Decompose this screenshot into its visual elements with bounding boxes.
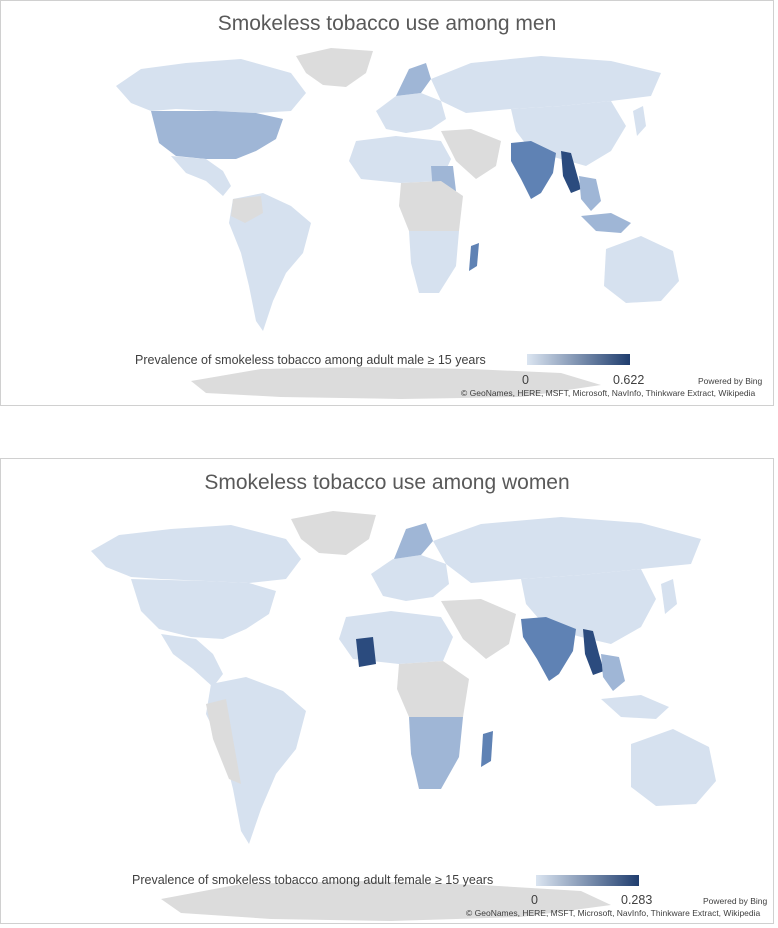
legend-label: Prevalence of smokeless tobacco among ad…	[132, 873, 494, 887]
powered-by-bing: Powered by Bing	[703, 896, 768, 906]
region-japan[interactable]	[633, 106, 646, 136]
world-map-women[interactable]	[1, 459, 774, 924]
region-middle-east[interactable]	[441, 129, 501, 179]
map-credits: © GeoNames, HERE, MSFT, Microsoft, NavIn…	[461, 388, 756, 398]
region-russia[interactable]	[431, 56, 661, 113]
region-canada[interactable]	[91, 525, 301, 583]
legend-min-value: 0	[531, 893, 538, 907]
region-russia[interactable]	[433, 517, 701, 583]
legend-max-value: 0.622	[613, 373, 645, 387]
region-south-america[interactable]	[206, 677, 306, 844]
region-antarctica[interactable]	[191, 367, 601, 399]
region-europe[interactable]	[376, 93, 446, 133]
region-middle-east[interactable]	[441, 599, 516, 659]
region-canada[interactable]	[116, 59, 306, 113]
region-europe[interactable]	[371, 555, 449, 601]
region-mexico[interactable]	[161, 634, 223, 687]
map-title: Smokeless tobacco use among men	[217, 12, 557, 35]
region-australia[interactable]	[604, 236, 679, 303]
map-panel-men: Smokeless tobacco use among men Prevalen…	[0, 0, 774, 406]
region-india[interactable]	[521, 617, 576, 681]
region-myanmar[interactable]	[583, 629, 604, 675]
map-credits: © GeoNames, HERE, MSFT, Microsoft, NavIn…	[466, 908, 761, 918]
region-greenland[interactable]	[296, 48, 373, 87]
legend-max-value: 0.283	[621, 893, 653, 907]
legend-gradient	[527, 354, 630, 365]
region-scandinavia[interactable]	[394, 523, 433, 559]
map-panel-women: Smokeless tobacco use among women Preval…	[0, 458, 774, 924]
region-madagascar[interactable]	[481, 731, 493, 767]
powered-by-bing: Powered by Bing	[698, 376, 763, 386]
region-africa-south[interactable]	[409, 717, 463, 789]
region-japan[interactable]	[661, 579, 677, 614]
map-title: Smokeless tobacco use among women	[204, 471, 570, 494]
region-myanmar[interactable]	[561, 151, 581, 193]
region-scandinavia[interactable]	[396, 63, 431, 96]
legend-label: Prevalence of smokeless tobacco among ad…	[135, 353, 486, 367]
region-africa-central[interactable]	[399, 181, 463, 246]
region-africa-central[interactable]	[397, 661, 469, 734]
region-australia[interactable]	[631, 729, 716, 806]
region-colombia-peru[interactable]	[206, 699, 241, 784]
region-venezuela-colombia[interactable]	[231, 196, 263, 223]
legend-min-value: 0	[522, 373, 529, 387]
region-mexico[interactable]	[171, 156, 231, 196]
region-indonesia[interactable]	[581, 213, 631, 233]
region-africa-north[interactable]	[349, 136, 451, 183]
region-usa[interactable]	[151, 111, 283, 159]
region-indonesia[interactable]	[601, 695, 669, 719]
legend-gradient	[536, 875, 639, 886]
region-south-america[interactable]	[229, 193, 311, 331]
region-se-asia[interactable]	[579, 176, 601, 211]
region-madagascar[interactable]	[469, 243, 479, 271]
region-greenland[interactable]	[291, 511, 376, 555]
region-se-asia[interactable]	[601, 654, 625, 691]
region-usa[interactable]	[131, 579, 276, 639]
region-africa-south[interactable]	[409, 231, 459, 293]
region-india[interactable]	[511, 141, 556, 199]
region-mauritania[interactable]	[356, 637, 376, 667]
region-africa-north[interactable]	[339, 611, 453, 664]
region-antarctica[interactable]	[161, 881, 611, 921]
world-map-men[interactable]	[1, 1, 774, 406]
